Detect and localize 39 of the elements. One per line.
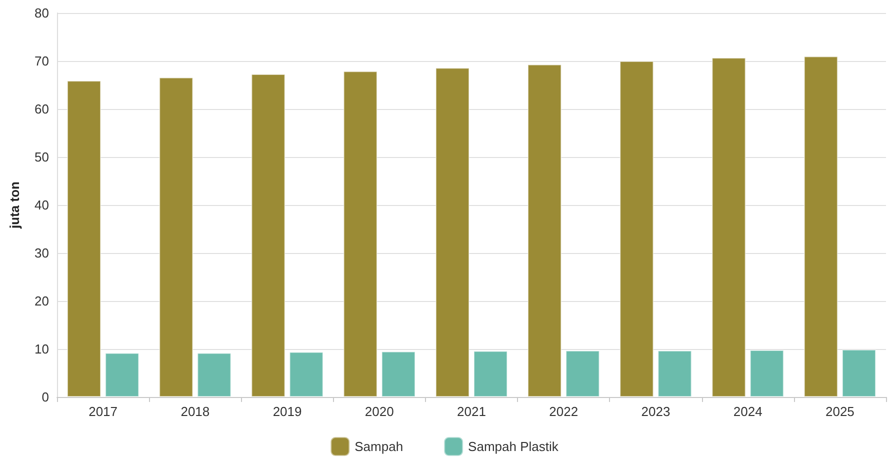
x-tick-label: 2023 xyxy=(641,404,670,419)
bar xyxy=(842,349,876,397)
y-tick-label: 70 xyxy=(34,54,49,68)
bar xyxy=(528,64,562,397)
bar xyxy=(343,71,378,397)
bar xyxy=(381,351,416,397)
x-tick-label: 2022 xyxy=(549,404,578,419)
x-tick-label: 2017 xyxy=(88,404,118,419)
bar xyxy=(197,352,232,397)
x-tick-label: 2019 xyxy=(272,404,302,419)
y-tick-label: 0 xyxy=(42,390,49,404)
y-tick-label: 50 xyxy=(34,150,49,164)
y-tick-label: 60 xyxy=(34,102,49,116)
bar xyxy=(750,350,784,397)
bar xyxy=(159,77,194,397)
y-tick-label: 40 xyxy=(34,198,49,212)
x-tick-label: 2018 xyxy=(180,404,210,419)
legend-label: Sampah Plastik xyxy=(468,439,559,454)
bar xyxy=(658,350,692,397)
bar xyxy=(474,350,508,397)
x-tick-label: 2024 xyxy=(733,404,762,419)
bar xyxy=(804,56,838,397)
bar xyxy=(712,58,746,397)
bar xyxy=(289,352,324,397)
bar xyxy=(105,352,140,397)
bar xyxy=(67,80,102,397)
y-tick-label: 20 xyxy=(34,294,49,308)
x-tick-label: 2025 xyxy=(825,404,854,419)
y-tick-label: 80 xyxy=(34,6,49,20)
x-tick-label: 2020 xyxy=(364,404,394,419)
bar xyxy=(251,74,286,397)
y-tick-label: 30 xyxy=(34,246,49,260)
bar xyxy=(620,61,654,397)
bar xyxy=(435,68,470,397)
x-tick-label: 2021 xyxy=(457,404,486,419)
legend-label: Sampah xyxy=(354,439,404,454)
y-axis-title: juta ton xyxy=(7,181,22,230)
y-tick-label: 10 xyxy=(34,342,49,356)
bar xyxy=(566,350,600,397)
